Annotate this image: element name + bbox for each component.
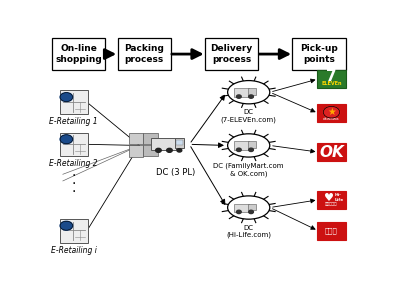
Text: Pick-up
points: Pick-up points bbox=[300, 44, 338, 64]
FancyBboxPatch shape bbox=[118, 38, 170, 70]
FancyBboxPatch shape bbox=[151, 139, 176, 150]
Text: OK: OK bbox=[319, 145, 344, 160]
Circle shape bbox=[60, 221, 73, 230]
Circle shape bbox=[249, 95, 253, 98]
Ellipse shape bbox=[228, 134, 270, 157]
Circle shape bbox=[60, 93, 73, 102]
Text: E-Retailing 1: E-Retailing 1 bbox=[50, 117, 98, 126]
FancyBboxPatch shape bbox=[293, 38, 345, 70]
FancyBboxPatch shape bbox=[52, 38, 105, 70]
FancyBboxPatch shape bbox=[143, 132, 158, 144]
Text: DC
(7-ELEVEn.com): DC (7-ELEVEn.com) bbox=[221, 109, 276, 123]
Text: okwawa: okwawa bbox=[323, 117, 340, 121]
Circle shape bbox=[166, 148, 172, 152]
Text: .: . bbox=[72, 173, 76, 187]
Circle shape bbox=[237, 95, 241, 98]
FancyBboxPatch shape bbox=[248, 88, 256, 95]
FancyBboxPatch shape bbox=[176, 140, 183, 145]
Text: ★: ★ bbox=[327, 107, 336, 117]
FancyBboxPatch shape bbox=[60, 219, 88, 242]
Circle shape bbox=[249, 210, 253, 214]
Ellipse shape bbox=[228, 196, 270, 219]
Text: .: . bbox=[72, 181, 76, 195]
FancyBboxPatch shape bbox=[248, 204, 256, 210]
Circle shape bbox=[323, 106, 340, 118]
Text: Packing
process: Packing process bbox=[124, 44, 164, 64]
Text: DC (3 PL): DC (3 PL) bbox=[156, 168, 195, 177]
FancyBboxPatch shape bbox=[248, 141, 256, 148]
Text: Delivery
process: Delivery process bbox=[210, 44, 253, 64]
FancyBboxPatch shape bbox=[317, 222, 346, 240]
Text: 7: 7 bbox=[326, 69, 337, 84]
Text: ELEVEn: ELEVEn bbox=[321, 81, 342, 86]
FancyBboxPatch shape bbox=[317, 104, 346, 122]
FancyBboxPatch shape bbox=[317, 143, 346, 161]
Text: Hi-
Life: Hi- Life bbox=[334, 193, 344, 202]
Text: ♥: ♥ bbox=[324, 193, 334, 203]
FancyBboxPatch shape bbox=[317, 191, 346, 209]
Circle shape bbox=[237, 148, 241, 151]
FancyBboxPatch shape bbox=[234, 204, 249, 212]
Circle shape bbox=[237, 210, 241, 214]
FancyBboxPatch shape bbox=[234, 141, 249, 150]
Circle shape bbox=[60, 135, 73, 144]
Text: On-line
shopping: On-line shopping bbox=[55, 44, 102, 64]
FancyBboxPatch shape bbox=[129, 133, 143, 144]
FancyBboxPatch shape bbox=[234, 88, 249, 97]
Circle shape bbox=[249, 148, 253, 151]
Text: 萊爾富門市: 萊爾富門市 bbox=[325, 202, 338, 206]
Text: .: . bbox=[72, 165, 76, 179]
FancyBboxPatch shape bbox=[129, 145, 143, 156]
FancyBboxPatch shape bbox=[143, 145, 158, 156]
Text: 萊爾富: 萊爾富 bbox=[325, 228, 338, 234]
FancyBboxPatch shape bbox=[205, 38, 258, 70]
Circle shape bbox=[177, 149, 182, 152]
Text: E-Retailing 2: E-Retailing 2 bbox=[50, 160, 98, 168]
FancyBboxPatch shape bbox=[174, 139, 184, 148]
FancyBboxPatch shape bbox=[317, 70, 346, 88]
FancyBboxPatch shape bbox=[60, 90, 88, 114]
Text: DC
(Hi-Life.com): DC (Hi-Life.com) bbox=[226, 225, 271, 238]
Text: DC (FamilyMart.com
& OK.com): DC (FamilyMart.com & OK.com) bbox=[214, 163, 284, 177]
Text: E-Retailing i: E-Retailing i bbox=[51, 246, 97, 255]
FancyBboxPatch shape bbox=[60, 132, 88, 156]
Ellipse shape bbox=[228, 81, 270, 104]
Circle shape bbox=[156, 148, 161, 152]
